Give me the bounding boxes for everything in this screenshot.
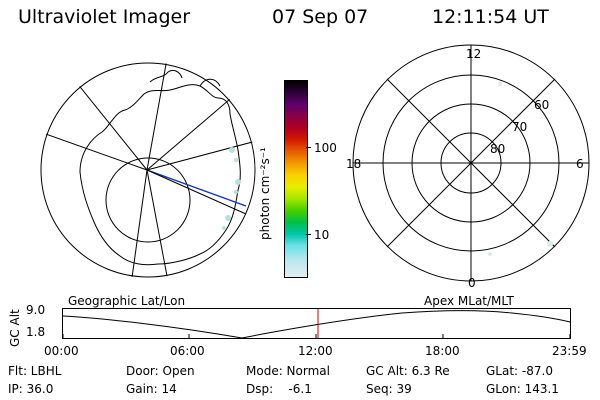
mlt-label-0: 0	[468, 276, 476, 290]
geographic-map	[40, 62, 256, 278]
colorbar-tick-10: 10	[314, 228, 330, 242]
seq-status: Seq: 39	[366, 382, 412, 396]
time-tick-0600: 06:00	[170, 344, 205, 358]
glat-status: GLat: -87.0	[486, 364, 553, 378]
mlt-label-12: 12	[466, 47, 482, 61]
glon-status: GLon: 143.1	[486, 382, 559, 396]
colorbar-tick	[306, 234, 311, 235]
mlat-label-60: 60	[534, 98, 550, 112]
color-scale-bar	[284, 80, 308, 278]
time-tick-1800: 18:00	[425, 344, 460, 358]
colorbar-tick	[306, 147, 311, 148]
orbit-track	[146, 169, 247, 207]
altitude-tick-min: 1.8	[26, 325, 46, 339]
ip-status: IP: 36.0	[8, 382, 54, 396]
aurora-emission	[222, 147, 241, 230]
right-panel-caption: Apex MLat/MLT	[424, 294, 514, 308]
time-label: 12:11:54 UT	[432, 6, 549, 28]
aurora-emission	[488, 82, 553, 256]
filter-status: Flt: LBHL	[8, 364, 62, 378]
time-tick-2359: 23:59	[552, 344, 587, 358]
gain-status: Gain: 14	[126, 382, 177, 396]
altitude-curve	[62, 310, 571, 339]
colorbar-unit-label: photon cm⁻²s⁻¹	[258, 147, 272, 240]
altitude-tick-max: 9.0	[26, 303, 46, 317]
left-panel-caption: Geographic Lat/Lon	[68, 294, 186, 308]
mode-status: Mode: Normal	[246, 364, 330, 378]
time-tick-1200: 12:00	[298, 344, 333, 358]
door-status: Door: Open	[126, 364, 195, 378]
time-tick-0000: 00:00	[44, 344, 79, 358]
polar-plot	[352, 44, 590, 282]
dsp-status: Dsp: -6.1	[246, 382, 312, 396]
gc-alt-status: GC Alt: 6.3 Re	[366, 364, 450, 378]
mlt-label-6: 6	[576, 157, 584, 171]
coastline-shape	[79, 84, 241, 266]
app-title: Ultraviolet Imager	[18, 6, 191, 28]
altitude-axis-label: GC Alt	[8, 309, 22, 347]
altitude-strip-chart	[62, 308, 571, 339]
mlat-label-70: 70	[512, 120, 528, 134]
mlat-label-80: 80	[490, 142, 506, 156]
mlt-label-18: 18	[346, 157, 362, 171]
date-label: 07 Sep 07	[272, 6, 369, 28]
colorbar-tick-100: 100	[314, 141, 337, 155]
